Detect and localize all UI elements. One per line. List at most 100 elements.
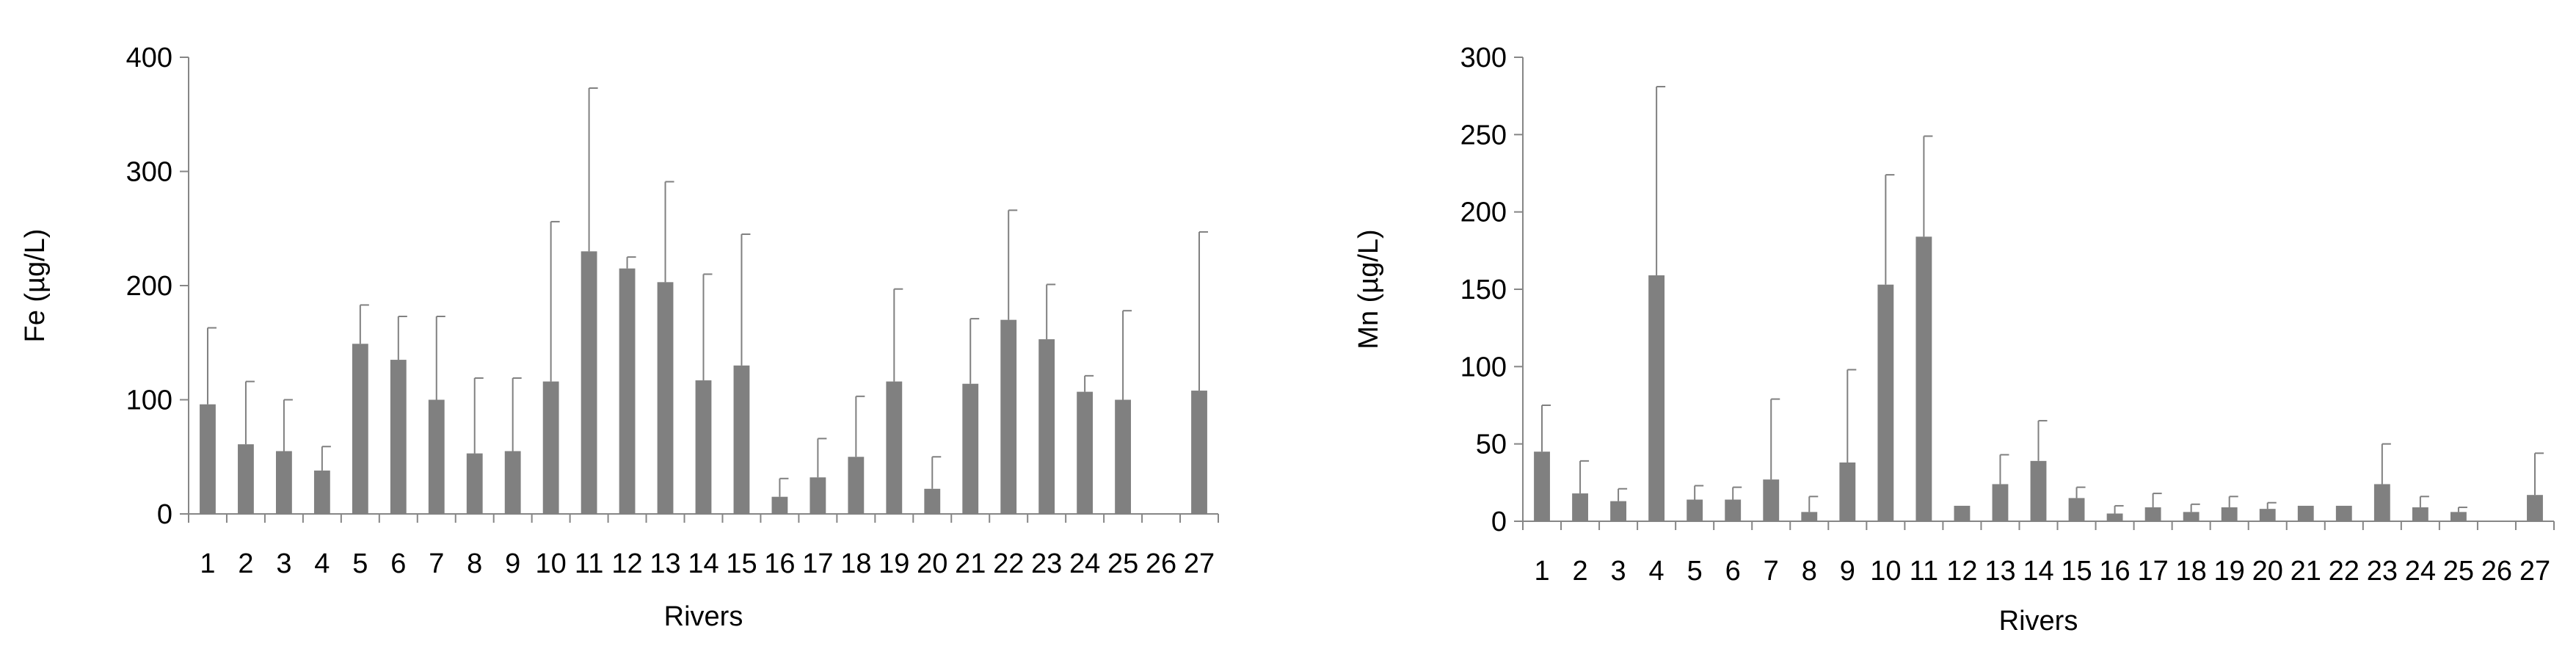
bar xyxy=(1191,391,1207,514)
bar xyxy=(1877,284,1894,521)
bar xyxy=(1687,499,1703,521)
bar xyxy=(542,381,559,514)
x-tick-label: 24 xyxy=(1069,548,1100,579)
x-tick-label: 7 xyxy=(429,548,444,579)
x-tick-label: 17 xyxy=(802,548,833,579)
bar xyxy=(2144,507,2161,521)
y-tick-label: 200 xyxy=(1460,197,1507,228)
x-tick-label: 7 xyxy=(1764,556,1779,587)
y-tick-label: 200 xyxy=(126,271,172,302)
bar xyxy=(809,477,826,514)
bar xyxy=(1763,479,1780,521)
x-tick-label: 13 xyxy=(1984,556,2015,587)
bar xyxy=(313,470,330,514)
x-tick-label: 9 xyxy=(1840,556,1855,587)
bar xyxy=(1992,484,2009,521)
x-tick-label: 19 xyxy=(878,548,909,579)
bar xyxy=(2106,513,2123,521)
x-tick-label: 14 xyxy=(688,548,718,579)
x-tick-label: 25 xyxy=(1107,548,1138,579)
x-tick-label: 8 xyxy=(1802,556,1817,587)
y-tick-label: 400 xyxy=(126,43,172,73)
bar xyxy=(238,444,254,514)
x-tick-label: 13 xyxy=(650,548,680,579)
x-tick-label: 5 xyxy=(1687,556,1703,587)
x-tick-label: 15 xyxy=(726,548,757,579)
bar xyxy=(275,451,292,514)
bar xyxy=(2030,460,2047,521)
x-tick-label: 26 xyxy=(1146,548,1176,579)
x-tick-label: 21 xyxy=(955,548,986,579)
x-tick-label: 11 xyxy=(1910,556,1938,587)
x-axis-label: Rivers xyxy=(1999,606,2078,637)
x-tick-label: 16 xyxy=(2099,556,2130,587)
bar xyxy=(581,251,597,514)
bar xyxy=(1610,501,1627,521)
bar xyxy=(619,268,636,514)
y-tick-label: 300 xyxy=(1460,43,1507,73)
x-tick-label: 14 xyxy=(2023,556,2053,587)
bar xyxy=(848,457,865,514)
x-tick-label: 25 xyxy=(2443,556,2474,587)
x-tick-label: 18 xyxy=(2176,556,2207,587)
bar xyxy=(1954,505,1971,521)
bar xyxy=(657,282,674,514)
bar xyxy=(2335,505,2352,521)
bar xyxy=(1915,236,1932,521)
y-axis-label: Fe (µg/L) xyxy=(20,229,51,343)
y-tick-label: 100 xyxy=(1460,352,1507,382)
x-tick-label: 6 xyxy=(390,548,406,579)
x-tick-label: 22 xyxy=(993,548,1024,579)
x-tick-label: 24 xyxy=(2405,556,2436,587)
bar xyxy=(924,488,941,514)
y-tick-label: 0 xyxy=(157,499,172,530)
bar xyxy=(695,380,712,514)
x-tick-label: 22 xyxy=(2329,556,2359,587)
bar xyxy=(1077,391,1094,514)
bar xyxy=(1534,452,1550,521)
x-tick-label: 23 xyxy=(2367,556,2398,587)
y-tick-label: 0 xyxy=(1491,507,1507,537)
x-tick-label: 2 xyxy=(238,548,253,579)
bar xyxy=(733,365,750,514)
x-tick-label: 6 xyxy=(1725,556,1741,587)
x-tick-label: 10 xyxy=(536,548,567,579)
x-axis-label: Rivers xyxy=(664,601,743,632)
x-tick-label: 27 xyxy=(1184,548,1215,579)
bar xyxy=(1801,512,1818,521)
x-tick-label: 15 xyxy=(2061,556,2092,587)
bar xyxy=(504,451,521,514)
y-tick-label: 300 xyxy=(126,157,172,188)
y-tick-label: 100 xyxy=(126,385,172,416)
bar xyxy=(2373,484,2390,521)
bar xyxy=(2297,505,2314,521)
x-tick-label: 16 xyxy=(764,548,795,579)
bar xyxy=(1572,493,1588,521)
bar xyxy=(2068,498,2085,521)
x-tick-label: 4 xyxy=(314,548,330,579)
x-tick-label: 1 xyxy=(200,548,215,579)
bar xyxy=(1648,275,1665,521)
x-tick-label: 8 xyxy=(467,548,482,579)
bar xyxy=(2412,507,2428,521)
x-tick-label: 12 xyxy=(1946,556,1977,587)
x-tick-label: 4 xyxy=(1649,556,1664,587)
x-tick-label: 9 xyxy=(505,548,520,579)
bar xyxy=(2259,509,2276,521)
y-tick-label: 250 xyxy=(1460,120,1507,151)
x-tick-label: 20 xyxy=(2252,556,2283,587)
bar xyxy=(352,344,368,514)
x-tick-label: 20 xyxy=(917,548,947,579)
bar xyxy=(466,453,483,514)
bar xyxy=(2450,512,2467,521)
x-tick-label: 19 xyxy=(2214,556,2245,587)
bar xyxy=(390,360,407,514)
bar xyxy=(771,496,788,514)
x-tick-label: 11 xyxy=(575,548,603,579)
x-tick-label: 21 xyxy=(2291,556,2321,587)
bar xyxy=(1000,319,1017,514)
x-tick-label: 3 xyxy=(1611,556,1626,587)
x-tick-label: 17 xyxy=(2137,556,2168,587)
